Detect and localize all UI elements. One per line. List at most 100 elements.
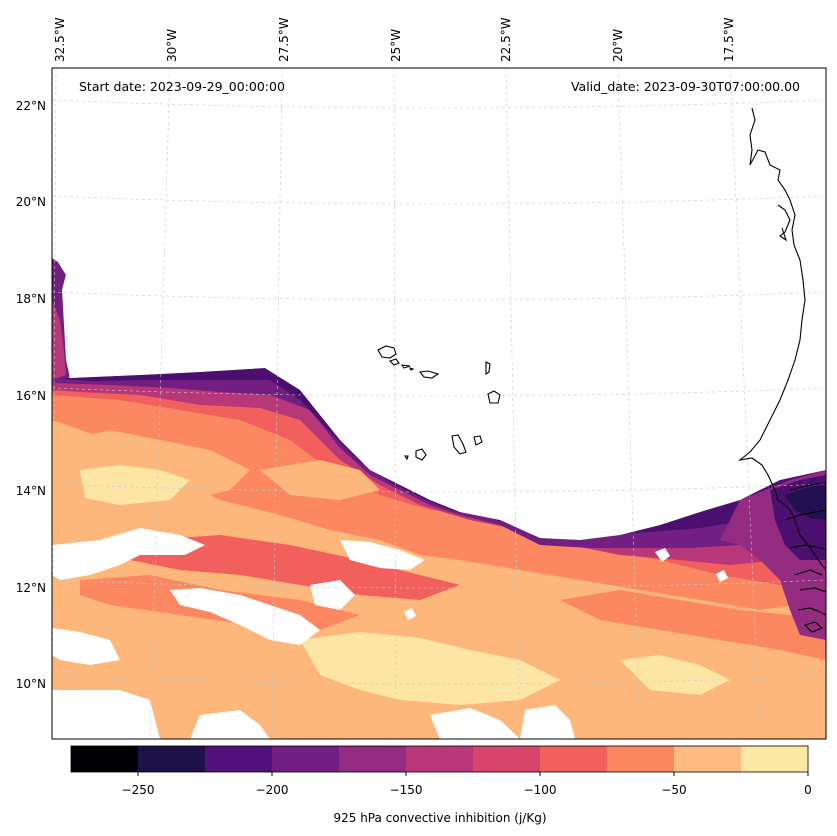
cin-hole-1 [52,528,205,580]
coastline-guinea-1 [789,482,826,491]
colorbar-segment [406,746,474,772]
colorbar-segment [607,746,675,772]
longitude-tick-labels: 32.5°W 30°W 27.5°W 25°W 22.5°W 20°W 17.5… [53,17,736,62]
cin-hole-6 [52,690,160,739]
island-brava [403,455,409,461]
coastline-guinea-5 [803,621,824,633]
island-santiago [451,434,467,455]
colorbar-segment [674,746,742,772]
latitude-gridline [52,291,826,301]
island-boa-vista [487,390,501,404]
cin-band-cream-3 [260,460,380,500]
cin-band-orange-lobe-1 [130,535,460,600]
longitude-gridline [505,68,521,739]
lat-tick-label: 16°N [16,389,46,403]
cin-band-leftedge-light [52,300,66,380]
latitude-gridline [52,483,826,493]
colorbar-segment [272,746,340,772]
colorbar-ticks: −250 −200 −150 −100 −50 0 [122,783,812,797]
colorbar-frame [70,745,809,773]
latitude-gridline [52,579,826,589]
colorbar-tick-label: −250 [122,783,155,797]
cape-verde-islands [377,345,501,461]
cin-band-cream-bottom-2 [620,655,730,695]
colorbar-segment [741,746,809,772]
colorbar [70,745,809,776]
latitude-gridline [52,387,826,397]
cin-nodata-north [52,68,826,540]
colorbar-tick-label: −50 [661,783,686,797]
coastline-guinea-3 [789,544,826,551]
valid-date-label: Valid_date: 2023-09-30T07:00:00.00 [571,79,800,94]
graticule [52,68,826,739]
cin-hole-4 [310,580,355,610]
island-sal [485,361,491,376]
coastline-africa [738,107,826,571]
colorbar-tick-label: −150 [390,783,423,797]
lat-tick-label: 18°N [16,292,46,306]
lat-tick-label: 20°N [16,195,46,209]
colorbar-segment [339,746,407,772]
lon-tick-label: 22.5°W [499,17,513,62]
latitude-gridline [52,195,826,205]
longitude-gridline [149,68,171,739]
lon-tick-label: 25°W [389,29,403,62]
lat-tick-label: 10°N [16,677,46,691]
cin-field [52,68,826,739]
colorbar-segment [205,746,273,772]
island-sao-nicolau-2 [418,370,440,379]
cin-hole-9 [520,705,575,739]
island-santa-luzia [408,367,415,371]
latitude-tick-labels: 22°N 20°N 18°N 16°N 14°N 12°N 10°N [16,99,46,691]
colorbar-segment [540,746,608,772]
island-maio [473,435,483,446]
coastline-guinea-6 [794,569,823,576]
latitude-gridline [52,99,826,109]
cin-hole-8 [430,708,520,739]
lat-tick-label: 14°N [16,484,46,498]
cin-hole-3 [170,588,320,645]
lon-tick-label: 30°W [165,29,179,62]
colorbar-tick-label: −100 [524,783,557,797]
island-sao-nicolau [400,364,411,369]
lat-tick-label: 22°N [16,99,46,113]
cin-band-coast-darkest [785,485,826,520]
coastline-guinea-4 [797,607,826,616]
cin-band-cream-bottom [300,632,560,705]
island-sao-vicente [388,358,400,366]
colorbar-tick-label: 0 [804,783,812,797]
cin-hole-12 [404,608,416,620]
start-date-label: Start date: 2023-09-29_00:00:00 [79,79,285,94]
longitude-gridline [617,68,641,739]
coastline-africa-tip [777,204,791,242]
longitude-gridline [271,68,283,739]
cin-hole-7 [190,710,270,739]
longitude-gridline [729,68,761,739]
cin-hole-11 [716,570,728,582]
colorbar-segment [473,746,541,772]
cin-band-cream-2 [80,465,190,505]
longitude-gridline [393,68,397,739]
island-santo-antao [377,345,397,359]
lon-tick-label: 17.5°W [722,17,736,62]
lon-tick-label: 20°W [611,29,625,62]
cin-hole-10 [655,548,670,562]
colorbar-label: 925 hPa convective inhibition (j/Kg) [333,811,546,825]
lat-tick-label: 12°N [16,581,46,595]
colorbar-tick-label: −200 [256,783,289,797]
longitude-gridline [52,68,57,739]
latitude-gridline [52,675,826,685]
cin-hole-5 [340,540,425,570]
island-fogo [415,448,427,461]
cin-hole-2 [52,628,120,665]
lon-tick-label: 27.5°W [277,17,291,62]
coastline [738,107,826,633]
coastline-guinea-2 [784,509,826,521]
cin-band-orange-lobe-3 [560,590,826,660]
map-frame [51,67,827,740]
colorbar-segment [138,746,206,772]
colorbar-segment [71,746,139,772]
coastline-guinea-7 [799,587,826,593]
lon-tick-label: 32.5°W [53,17,67,62]
